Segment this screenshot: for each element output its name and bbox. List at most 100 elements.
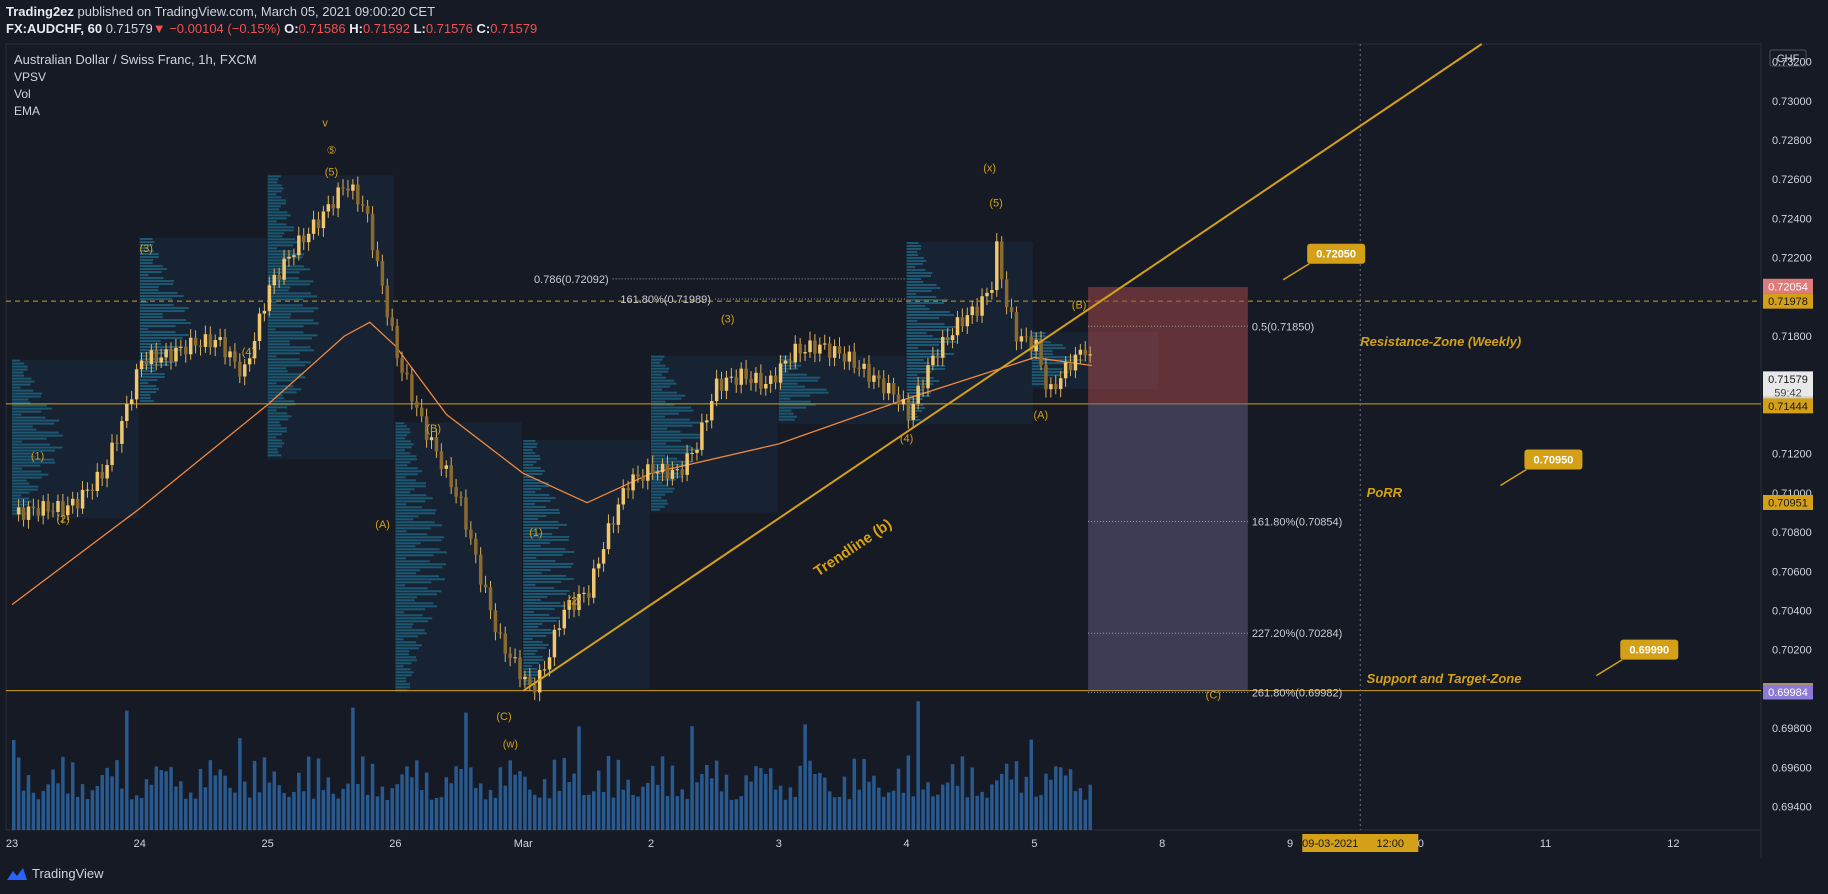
volume-bar bbox=[380, 786, 385, 830]
volume-profile-row bbox=[651, 394, 686, 397]
candle-body bbox=[238, 361, 242, 377]
candle-body bbox=[788, 360, 793, 363]
close-value: 0.71579 bbox=[490, 21, 538, 36]
publisher-name[interactable]: Trading2ez bbox=[6, 4, 74, 19]
volume-profile-row bbox=[139, 292, 178, 295]
volume-profile-row bbox=[267, 295, 318, 298]
price-flag[interactable] bbox=[1763, 278, 1813, 294]
volume-profile-row bbox=[651, 499, 668, 502]
volume-profile-row bbox=[395, 455, 417, 458]
volume-bar bbox=[164, 771, 168, 830]
stop-zone[interactable] bbox=[1088, 287, 1248, 404]
volume-bar bbox=[901, 792, 906, 830]
volume-profile-row bbox=[267, 292, 312, 295]
volume-profile-row bbox=[267, 439, 283, 442]
price-flag-label: 0.72054 bbox=[1768, 281, 1808, 293]
volume-bar bbox=[975, 795, 979, 830]
publish-header: Trading2ez published on TradingView.com,… bbox=[6, 4, 435, 19]
legend-indicator[interactable]: Vol bbox=[14, 87, 31, 101]
volume-profile-row bbox=[267, 442, 285, 445]
volume-profile-row bbox=[778, 388, 827, 391]
price-flag[interactable] bbox=[1763, 293, 1813, 309]
volume-profile-row bbox=[267, 253, 305, 256]
volume-bar bbox=[429, 799, 434, 830]
volume-profile-row bbox=[1031, 356, 1077, 359]
legend-indicator[interactable]: VPSV bbox=[14, 70, 46, 84]
legend-indicator[interactable]: EMA bbox=[14, 104, 40, 118]
candle-body bbox=[867, 363, 871, 382]
volume-profile-row bbox=[906, 298, 948, 301]
candle-body bbox=[419, 407, 424, 417]
volume-bar bbox=[813, 774, 817, 830]
volume-profile-row bbox=[267, 193, 277, 196]
volume-profile-row bbox=[395, 506, 423, 509]
candle-body bbox=[164, 349, 168, 358]
price-flag[interactable] bbox=[1763, 398, 1813, 414]
candle-body bbox=[262, 310, 267, 314]
volume-profile-row bbox=[523, 586, 555, 589]
zone-label: PoRR bbox=[1367, 485, 1403, 500]
callout-box[interactable] bbox=[1524, 449, 1583, 470]
trendline-b[interactable] bbox=[522, 43, 1483, 692]
volume-profile-row bbox=[12, 473, 49, 476]
volume-profile-row bbox=[651, 424, 693, 427]
volume-profile-row bbox=[12, 404, 47, 407]
volume-profile-row bbox=[651, 460, 692, 463]
trendline-label: Trendline (b) bbox=[811, 516, 895, 580]
price-flag[interactable] bbox=[1763, 684, 1813, 700]
volume-profile-row bbox=[267, 259, 288, 262]
volume-bar bbox=[533, 794, 537, 830]
volume-bar bbox=[385, 799, 390, 830]
y-tick-label: 0.72200 bbox=[1772, 253, 1812, 265]
volume-profile-row bbox=[651, 427, 668, 430]
volume-bar bbox=[375, 796, 380, 830]
volume-profile-row bbox=[395, 572, 417, 575]
candle-body bbox=[916, 385, 920, 404]
volume-profile-row bbox=[139, 241, 155, 244]
volume-bar bbox=[980, 791, 984, 830]
volume-profile-row bbox=[906, 370, 932, 373]
volume-profile-row bbox=[523, 595, 548, 598]
volume-profile-row bbox=[651, 472, 680, 475]
time-marker-flag[interactable] bbox=[1302, 834, 1419, 852]
volume-profile-row bbox=[12, 377, 32, 380]
volume-profile-row bbox=[778, 406, 807, 409]
volume-bar bbox=[837, 796, 842, 830]
candle-body bbox=[896, 394, 901, 405]
volume-bar bbox=[503, 785, 508, 830]
volume-profile-row bbox=[267, 283, 311, 286]
volume-bar bbox=[346, 783, 350, 830]
brand-label[interactable]: TradingView bbox=[32, 866, 104, 881]
candle-body bbox=[852, 351, 857, 368]
candle-body bbox=[533, 685, 537, 693]
volume-bar bbox=[823, 777, 827, 830]
callout-box[interactable] bbox=[1620, 639, 1679, 660]
candle-body bbox=[1088, 354, 1092, 356]
candle-body bbox=[277, 274, 281, 280]
volume-profile-row bbox=[12, 398, 29, 401]
currency-box[interactable] bbox=[1769, 49, 1807, 67]
ema-line[interactable] bbox=[11, 321, 1092, 606]
target-zone[interactable] bbox=[1088, 403, 1248, 691]
volume-profile-row bbox=[651, 478, 676, 481]
fib-level-label: 161.80%(0.70854) bbox=[1252, 516, 1343, 528]
volume-bar bbox=[1088, 784, 1092, 830]
price-flag-label: 0.69984 bbox=[1768, 687, 1808, 699]
volume-bar bbox=[788, 787, 793, 830]
price-flag[interactable] bbox=[1763, 371, 1813, 402]
candle-body bbox=[778, 363, 783, 383]
volume-profile-row bbox=[523, 589, 570, 592]
volume-profile-row bbox=[395, 638, 404, 641]
x-tick-label: 12 bbox=[1667, 838, 1679, 850]
volume-profile-row bbox=[523, 484, 550, 487]
volume-profile-row bbox=[12, 470, 42, 473]
price-flag[interactable] bbox=[1763, 494, 1813, 510]
volume-profile-row bbox=[906, 334, 933, 337]
volume-profile-row bbox=[395, 509, 437, 512]
candle-body bbox=[626, 488, 630, 491]
volume-profile-row bbox=[906, 319, 918, 322]
volume-profile-row bbox=[523, 574, 567, 577]
volume-bar bbox=[832, 797, 837, 830]
callout-box[interactable] bbox=[1307, 243, 1366, 264]
